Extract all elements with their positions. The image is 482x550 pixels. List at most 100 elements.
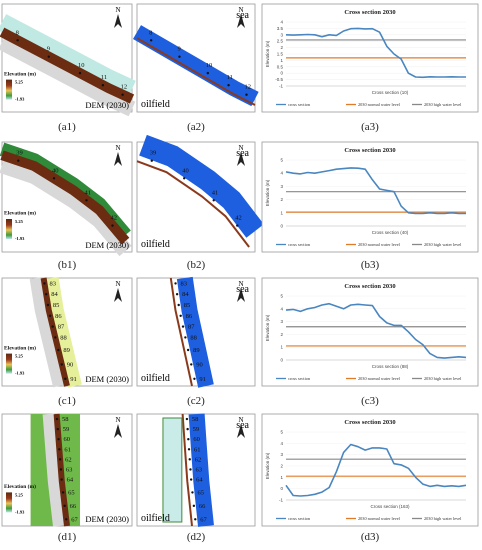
section-marker <box>59 468 63 471</box>
north-arrow-icon <box>114 424 122 438</box>
section-number: 66 <box>199 503 206 510</box>
chart-title: Cross section 2030 <box>344 283 395 290</box>
embankment <box>0 150 130 245</box>
section-marker <box>17 159 20 162</box>
cross-section-chart: Cross section 2030 5 4 3 2 1 0 Elevation (m) Cro… <box>261 277 479 387</box>
section-marker <box>175 293 179 296</box>
section-marker <box>63 504 66 508</box>
oilfield-label: oilfield <box>141 99 170 110</box>
section-marker <box>43 282 46 285</box>
legend-min: -1.93 <box>15 371 25 376</box>
section-number: 40 <box>182 167 189 174</box>
section-number: 40 <box>52 167 59 174</box>
sea-label: sea <box>236 10 249 21</box>
water-area <box>188 413 214 527</box>
section-number: 67 <box>71 516 78 523</box>
section-marker <box>58 448 61 451</box>
y-axis-label: Elevation (m) <box>265 40 270 67</box>
dem-label: DEM (2030) <box>85 240 129 250</box>
north-label: N <box>238 280 243 288</box>
section-marker <box>61 491 65 494</box>
section-marker <box>174 282 177 285</box>
section-number: 9 <box>47 46 50 53</box>
section-marker <box>47 55 50 58</box>
cross-section-chart: Cross section 2030 5 4 3 2 1 0 -1 Elevation (m) C… <box>261 413 479 527</box>
legend-max: 5.25 <box>15 80 24 85</box>
panel-label: (a3) <box>361 121 379 133</box>
north-arrow-icon <box>237 424 245 438</box>
section-number: 12 <box>121 84 128 91</box>
section-number: 64 <box>67 477 74 484</box>
section-marker <box>190 363 193 366</box>
water-area <box>176 276 214 388</box>
section-number: 87 <box>188 324 195 331</box>
panel-label: (d2) <box>187 531 206 543</box>
section-number: 59 <box>193 426 200 433</box>
section-number: 90 <box>196 361 203 368</box>
section-marker <box>60 478 63 481</box>
legend-max: 5.25 <box>15 354 24 359</box>
oilfield-label: oilfield <box>141 239 170 250</box>
y-tick-label: 1 <box>280 210 283 215</box>
section-marker <box>56 427 59 431</box>
sea-label: sea <box>236 284 249 295</box>
section-number: 8 <box>149 29 152 36</box>
section-number: 66 <box>70 503 77 510</box>
y-tick-label: 2.5 <box>277 39 284 44</box>
section-number: 9 <box>177 46 180 53</box>
legend-max: 5.25 <box>15 492 24 497</box>
coastal-fringe <box>44 276 82 388</box>
legend-title: Elevation (m) <box>4 70 36 77</box>
section-number: 89 <box>63 347 69 354</box>
legend-colorbar <box>6 79 12 100</box>
section-marker <box>45 293 48 296</box>
north-arrow-icon <box>114 152 122 166</box>
y-tick-label: 5 <box>280 158 283 163</box>
panel-label: (c2) <box>187 395 205 407</box>
y-tick-label: 2 <box>280 332 283 337</box>
chart-frame <box>261 141 479 253</box>
panel-label: (c3) <box>361 395 379 407</box>
y-tick-label: 5 <box>280 430 283 435</box>
section-number: 61 <box>194 446 201 453</box>
section-marker <box>183 177 186 180</box>
y-tick-label: 2 <box>280 197 283 202</box>
y-tick-label: 3.5 <box>277 26 284 31</box>
cross-section-line <box>285 167 466 215</box>
section-number: 88 <box>190 334 197 341</box>
pond <box>162 417 183 523</box>
x-axis-label: Cross section (163) <box>370 504 410 509</box>
section-marker <box>185 417 189 421</box>
dem-map-panel: 83 84 85 86 87 88 89 90 91 N Elevation (m) 5.25 -1.9… <box>1 276 133 388</box>
y-tick-label: 1 <box>280 345 283 350</box>
section-marker <box>181 325 185 328</box>
legend-entry: 2030 normal water level <box>358 102 401 107</box>
land-strip <box>29 277 65 388</box>
x-axis-label: Cross section (40) <box>372 230 409 235</box>
section-number: 62 <box>65 456 72 463</box>
north-label: N <box>115 280 120 288</box>
section-marker <box>189 478 193 481</box>
north-label: N <box>238 416 243 424</box>
section-number: 65 <box>197 489 204 496</box>
panel-label: (a2) <box>187 121 205 133</box>
section-marker <box>188 458 191 461</box>
y-axis-label: Elevation (m) <box>265 314 270 341</box>
sea-label: sea <box>236 420 249 431</box>
section-number: 67 <box>200 516 207 523</box>
section-number: 85 <box>53 302 60 309</box>
water-area <box>139 134 264 238</box>
y-tick-label: -0.5 <box>275 77 283 82</box>
section-number: 65 <box>68 489 75 496</box>
section-marker <box>48 314 52 317</box>
y-tick-label: 1.5 <box>277 52 284 57</box>
north-arrow-icon <box>237 152 245 166</box>
legend-entry: cross section <box>288 242 311 247</box>
legend-entry: 2030 normal water level <box>358 516 401 521</box>
cross-section-chart: Cross section 2030 5 4 3 2 1 0 Elevation (m) Cro… <box>261 141 479 253</box>
legend-entry: 2030 high water level <box>424 102 462 107</box>
legend-entry: 2030 normal water level <box>358 242 401 247</box>
land-strip <box>0 35 136 117</box>
